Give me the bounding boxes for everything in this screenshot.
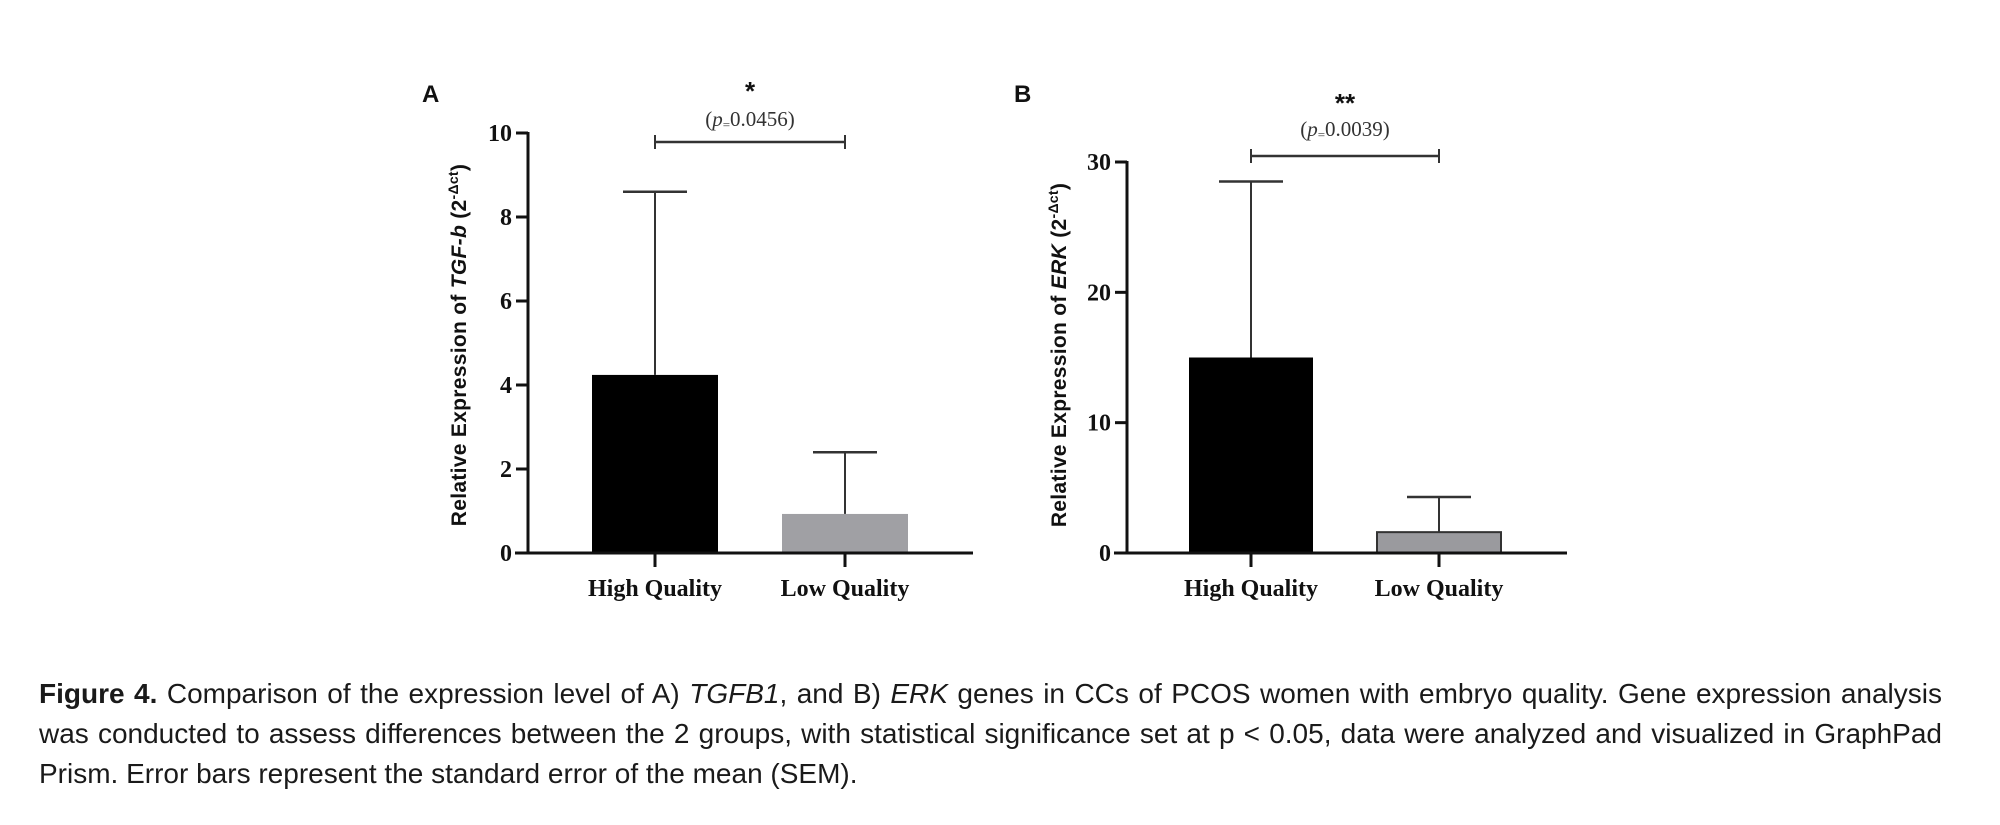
p-value-open: (	[705, 107, 712, 131]
panel-letter: A	[422, 81, 439, 108]
bar-high-quality	[1189, 357, 1313, 553]
bar-high-quality	[592, 374, 718, 553]
x-category-label: High Quality	[588, 576, 722, 602]
y-axis-label: Relative Expression of ERK (2-Δct)	[1045, 183, 1071, 527]
significance-stars: *	[745, 76, 756, 106]
p-symbol: p	[1305, 117, 1318, 141]
p-value: 0.0456)	[730, 107, 795, 131]
x-category-label: Low Quality	[781, 576, 910, 602]
y-tick-label: 6	[500, 289, 512, 315]
p-value-label: (p=0.0039)	[1300, 117, 1390, 142]
bar-low-quality	[782, 513, 908, 553]
y-tick-label: 2	[500, 457, 512, 483]
y-axis-label-superscript: -Δct	[1045, 190, 1061, 218]
y-tick-label: 0	[1099, 541, 1111, 567]
bar-low-quality	[1376, 531, 1502, 554]
y-tick-label: 30	[1087, 150, 1111, 176]
p-equals: =	[723, 117, 730, 132]
y-tick-label: 10	[488, 121, 512, 147]
p-value-label: (p=0.0456)	[705, 107, 795, 132]
y-axis-label-superscript: -Δct	[445, 171, 461, 199]
p-value: 0.0039)	[1325, 117, 1390, 141]
y-tick-label: 4	[500, 373, 512, 399]
panel-a-tgfb-chart: A 0 2 4 6 8 10 Relative Expression of TGF-b (2-…	[422, 76, 973, 602]
panel-b-erk-chart: B 0 10 20 30 Relative Expression of ERK (2-Δc…	[1014, 81, 1567, 602]
caption-label: Figure 4.	[39, 678, 158, 709]
y-axis-label-unit: (2	[448, 199, 471, 224]
p-value-open: (	[1300, 117, 1307, 141]
significance-stars: **	[1335, 88, 1356, 118]
panel-letter: B	[1014, 81, 1031, 108]
caption-text-3: genes in CCs of PCOS women with embryo q…	[39, 678, 1942, 789]
y-axis-label-close: )	[1048, 183, 1071, 190]
y-axis-label-gene: TGF-b	[448, 225, 471, 288]
p-symbol: p	[710, 107, 723, 131]
p-equals: =	[1318, 127, 1325, 142]
x-category-label: Low Quality	[1375, 576, 1504, 602]
y-axis-label-prefix: Relative Expression of	[448, 288, 471, 526]
y-axis-label: Relative Expression of TGF-b (2-Δct)	[445, 164, 471, 526]
caption-gene-tgfb1: TGFB1	[689, 678, 780, 709]
caption-text-2: , and B)	[779, 678, 891, 709]
y-axis-label-unit: (2	[1048, 219, 1071, 244]
y-tick-label: 0	[500, 541, 512, 567]
y-tick-label: 20	[1087, 280, 1111, 306]
y-axis-label-close: )	[448, 164, 471, 171]
caption-text-1: Comparison of the expression level of A)	[157, 678, 690, 709]
caption-gene-erk: ERK	[890, 678, 948, 709]
y-tick-label: 8	[500, 205, 512, 231]
figure-caption: Figure 4. Comparison of the expression l…	[39, 674, 1942, 794]
y-axis-label-gene: ERK	[1048, 242, 1071, 289]
x-category-label: High Quality	[1184, 576, 1318, 602]
y-tick-label: 10	[1087, 411, 1111, 437]
y-axis-label-prefix: Relative Expression of	[1048, 289, 1071, 527]
